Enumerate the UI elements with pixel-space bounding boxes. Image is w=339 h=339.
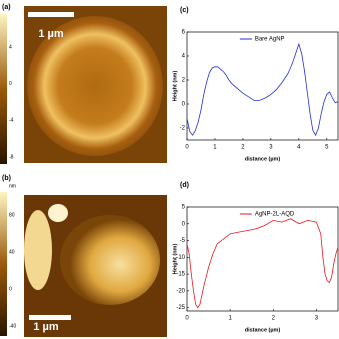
y-tick-label: -15 (176, 272, 185, 278)
y-tick-label: 5 (182, 205, 186, 211)
x-tick-label: 4 (297, 145, 301, 151)
x-tick-label: 0 (185, 145, 189, 151)
scale-bar-label: 1 µm (33, 321, 59, 333)
legend-label: Bare AgNP (255, 37, 285, 43)
colorbar-tick-label: 80 (9, 212, 15, 218)
x-tick-label: 2 (241, 145, 245, 151)
y-axis-label: Height (nm) (172, 71, 178, 102)
colorbar-tick-label: 0 (9, 81, 12, 87)
colorbar-unit: nm (9, 183, 16, 189)
colorbar (0, 192, 7, 336)
x-tick-label: 5 (325, 145, 329, 151)
x-tick-label: 3 (315, 316, 319, 322)
x-axis-label: distance (µm) (245, 327, 281, 333)
y-tick-label: -25 (176, 305, 185, 311)
panel-label: (d) (180, 182, 189, 189)
colorbar-tick-label: 4 (9, 44, 12, 50)
x-tick-label: 1 (228, 316, 232, 322)
afm-feature (48, 204, 68, 222)
data-line (186, 218, 339, 309)
afm-feature (27, 16, 163, 156)
y-tick-label: -20 (176, 288, 185, 294)
x-tick-label: 1 (213, 145, 217, 151)
panel-label: (a) (2, 4, 11, 11)
y-axis-label: Height (nm) (172, 244, 178, 275)
colorbar-tick-label: -40 (9, 323, 16, 329)
y-tick-label: 0 (182, 221, 186, 227)
y-tick-label: 4 (182, 54, 186, 60)
x-tick-label: 3 (269, 145, 273, 151)
panel-label: (c) (180, 7, 189, 14)
x-axis-label: distance (µm) (245, 156, 281, 162)
y-tick-label: 6 (182, 30, 186, 36)
colorbar-tick-label: -4 (9, 118, 14, 124)
colorbar (0, 14, 7, 164)
y-tick-label: -10 (176, 255, 185, 261)
scale-bar (29, 315, 71, 320)
y-tick-label: 2 (182, 78, 186, 84)
afm-feature (24, 210, 52, 290)
scale-bar-label: 1 µm (38, 28, 64, 40)
colorbar-tick-label: 40 (9, 249, 15, 255)
y-tick-label: -5 (180, 238, 186, 244)
panel-label: (b) (2, 175, 11, 182)
colorbar-tick-label: 0 (9, 286, 12, 292)
y-tick-label: -2 (180, 126, 186, 132)
scale-bar (28, 12, 74, 17)
x-tick-label: 2 (272, 316, 276, 322)
x-tick-label: 0 (185, 316, 189, 322)
afm-feature (60, 215, 160, 305)
data-line (186, 42, 339, 137)
legend-label: AgNP-2L-AQD (255, 212, 295, 218)
y-tick-label: 0 (182, 102, 186, 108)
plot-frame (186, 31, 339, 141)
plot-frame (186, 206, 339, 312)
colorbar-tick-label: -8 (9, 154, 14, 160)
